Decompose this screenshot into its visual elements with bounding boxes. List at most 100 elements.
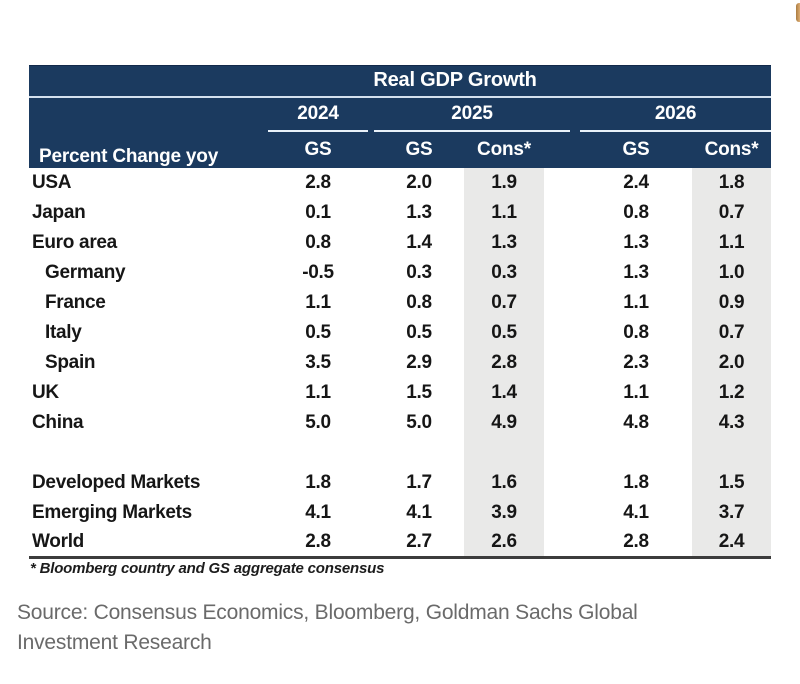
year-2025-cell: 2025 [374,96,580,132]
gs-2024-cell: 1.1 [305,381,331,403]
table-row: China 5.0 5.0 4.9 4.8 4.3 [29,407,772,438]
clipped-red-mark [796,3,800,22]
table-row: Germany -0.5 0.3 0.3 1.3 1.0 [29,257,772,288]
gs-2026-cell: 4.8 [623,411,649,433]
gs-2024-cell: 2.8 [268,527,368,559]
gs-2026-cell [580,438,692,468]
row-label: Euro area [32,231,117,253]
row-label [29,438,268,468]
column-gap [544,438,580,468]
gs-2025-cell: 5.0 [406,411,432,433]
row-label: Spain [45,351,96,373]
header-gap [368,96,374,168]
gs-2025-cell: 2.0 [406,171,432,193]
column-gap [544,258,580,288]
cons-2025-cell [464,437,544,468]
column-gap [544,228,580,258]
gs-2026-cell: 2.3 [623,351,649,373]
table-title-cell: Real GDP Growth [29,65,772,98]
table-row: France 1.1 0.8 0.7 1.1 0.9 [29,287,772,318]
cons-2025-cell: 1.9 [464,167,544,198]
gs-2024-cell: 3.5 [305,351,331,373]
year-2024-label: 2024 [268,98,368,132]
cons-2025-cell: 1.3 [464,227,544,258]
gs-2026-cell: 1.3 [623,261,649,283]
gs-2025-cell: 1.7 [406,471,432,493]
cons-2026-cell: 1.2 [692,377,772,408]
gs-2026-cell: 1.3 [623,231,649,253]
gs-2024-cell: 4.1 [305,501,331,523]
gs-2025-cell: 2.9 [406,351,432,373]
gs-2024-cell: 1.1 [305,291,331,313]
column-gap [544,408,580,438]
row-label: UK [32,381,59,403]
column-gap [544,348,580,378]
gs-2024-cell: 5.0 [305,411,331,433]
gs-2024-cell: 0.8 [305,231,331,253]
table-header: Real GDP Growth Percent Change yoy 2024 … [29,65,772,168]
table-row: Spain 3.5 2.9 2.8 2.3 2.0 [29,347,772,378]
cons-2025-cell: 2.6 [464,527,544,559]
cons-2025-cell: 4.9 [464,407,544,438]
column-gap [544,468,580,498]
column-gap [544,198,580,228]
cons-2026-cell: 0.7 [692,197,772,228]
row-label: Japan [32,201,86,223]
title-row: Real GDP Growth [29,65,772,98]
table-row: UK 1.1 1.5 1.4 1.1 1.2 [29,377,772,408]
year-2026-cell: 2026 [580,96,772,132]
cons-2026-cell: 0.9 [692,287,772,318]
cons-2025-cell: 0.5 [464,317,544,348]
gs-2025-cell: 1.4 [406,231,432,253]
subhead-cons-2025: Cons* [464,131,544,168]
gs-2024-cell: 0.1 [305,201,331,223]
column-gap [368,527,374,559]
gs-2025-cell: 4.1 [406,501,432,523]
row-label: Italy [45,321,82,343]
cons-2025-cell: 1.4 [464,377,544,408]
gs-2025-cell: 1.3 [406,201,432,223]
column-gap [544,527,580,559]
subhead-cons-2026: Cons* [692,131,772,168]
gs-2025-cell: 0.5 [406,321,432,343]
real-gdp-growth-table: Real GDP Growth Percent Change yoy 2024 … [29,65,772,559]
cons-2026-cell: 1.8 [692,167,772,198]
table-row: World 2.8 2.7 2.6 2.8 2.4 [29,527,772,559]
gs-2024-cell: 1.8 [305,471,331,493]
gs-2025-cell: 1.5 [406,381,432,403]
cons-2025-cell: 1.1 [464,197,544,228]
row-label: USA [32,171,72,193]
cons-2026-cell: 3.7 [692,497,772,528]
cons-2025-cell: 0.3 [464,257,544,288]
row-label: China [32,411,84,433]
source-line-2: Investment Research [17,631,212,654]
footnote: * Bloomberg country and GS aggregate con… [30,560,385,577]
column-gap [544,498,580,528]
year-2025-label: 2025 [374,98,570,132]
gs-2025-cell: 2.7 [374,527,464,559]
subhead-gs-2025: GS [374,131,464,168]
row-header-label: Percent Change yoy [29,96,268,168]
gs-2024-cell [268,438,368,468]
row-label: Germany [45,261,126,283]
table-row: Japan 0.1 1.3 1.1 0.8 0.7 [29,197,772,228]
subhead-gs-2026: GS [580,131,692,168]
table-row: Emerging Markets 4.1 4.1 3.9 4.1 3.7 [29,497,772,528]
table-row: Italy 0.5 0.5 0.5 0.8 0.7 [29,317,772,348]
gs-2025-cell [374,438,464,468]
gs-2026-cell: 0.8 [623,321,649,343]
column-gap [544,378,580,408]
row-label: Developed Markets [32,471,201,493]
table-title: Real GDP Growth [373,69,537,92]
sub-header-row: GS GS Cons* GS Cons* [29,131,772,168]
gs-2026-cell: 4.1 [623,501,649,523]
gs-2026-cell: 1.1 [623,381,649,403]
cons-2025-cell: 0.7 [464,287,544,318]
header-gap [544,131,580,168]
cons-2025-cell: 1.6 [464,467,544,498]
cons-2026-cell: 0.7 [692,317,772,348]
gs-2026-cell: 1.8 [623,471,649,493]
cons-2026-cell [692,437,772,468]
year-2026-label: 2026 [580,98,772,132]
gs-2026-cell: 2.4 [623,171,649,193]
